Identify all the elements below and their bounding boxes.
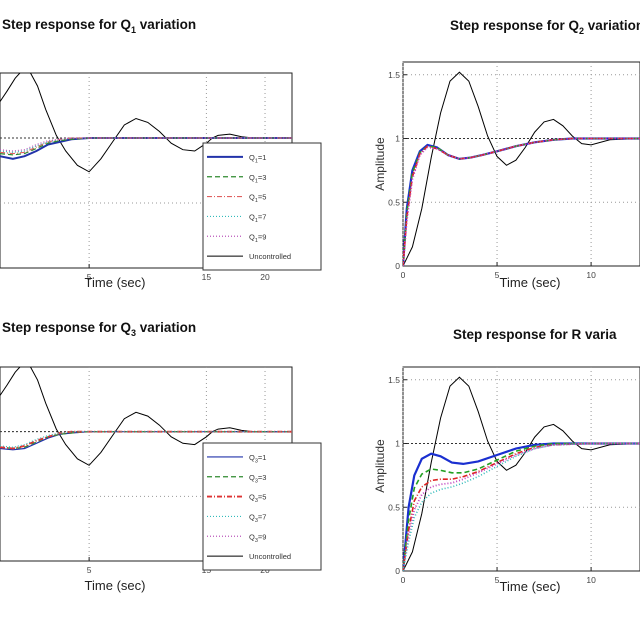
chart-title: Step response for Q3 variation (2, 320, 196, 338)
chart-3: Step response for Q3 variation51520Time … (0, 320, 322, 593)
chart-2: Step response for Q2 variation 0 5 10 0 0.5 1 1… (373, 18, 640, 290)
y-tick-label: 1 (395, 439, 400, 449)
series-line-uncontrolled (0, 367, 292, 466)
legend-label-q3-3: Q3=3 (249, 473, 266, 485)
series-line-q3-7 (0, 431, 292, 448)
legend-label-q3-5: Q3=5 (249, 493, 266, 505)
chart-title: Step response for Q2 variation (450, 18, 640, 36)
y-tick-label: 1.5 (388, 70, 400, 80)
y-tick-label: 0 (395, 261, 400, 271)
x-tick-label: 5 (495, 575, 500, 585)
x-tick-label: 15 (202, 272, 212, 282)
x-tick-label: 0 (401, 270, 406, 280)
y-tick-label: 1.5 (388, 375, 400, 385)
x-axis-label: Time (sec) (85, 578, 146, 593)
series-line-uncontrolled (0, 73, 292, 173)
plot-area (402, 61, 640, 267)
chart-4: Step response for R varia 0 5 10 0 0.5 1 1.5 Tim… (373, 327, 640, 594)
x-axis-label: Time (sec) (85, 275, 146, 290)
plot-area (402, 366, 640, 572)
legend-label-q1-3: Q1=3 (249, 173, 266, 185)
x-tick-label: 20 (260, 272, 270, 282)
y-tick-label: 0.5 (388, 502, 400, 512)
series-line-r-5 (403, 442, 640, 571)
legend-label-q1-9: Q1=9 (249, 232, 266, 244)
legend-label-q1-5: Q1=5 (249, 193, 266, 205)
series-line-q1-9 (0, 137, 292, 152)
legend-label-q1-1: Q1=1 (249, 153, 266, 165)
y-tick-label: 0 (395, 566, 400, 576)
legend-label-uncontrolled: Uncontrolled (249, 252, 291, 261)
legend-box (202, 142, 322, 271)
x-tick-label: 5 (87, 272, 92, 282)
series-line-q2-5 (403, 137, 640, 266)
legend: Q3=1 Q3=3 Q3=5 Q3=7 Q3=9 Uncontrolled (202, 442, 322, 571)
series-line-r-2 (403, 442, 640, 571)
x-tick-label: 10 (586, 270, 596, 280)
chart-title: Step response for R varia (453, 327, 617, 342)
x-tick-label: 5 (87, 565, 92, 575)
x-axis-label: Time (sec) (500, 275, 561, 290)
legend-box (202, 442, 322, 571)
legend-label-q1-7: Q1=7 (249, 212, 266, 224)
x-tick-label: 5 (495, 270, 500, 280)
legend: Q1=1 Q1=3 Q1=5 Q1=7 Q1=9 Uncontrolled (202, 142, 322, 271)
y-tick-label: 1 (395, 134, 400, 144)
y-axis-label: Amplitude (373, 137, 387, 191)
y-axis-label: Amplitude (373, 439, 387, 493)
legend-label-q3-7: Q3=7 (249, 512, 266, 524)
chart-title: Step response for Q1 variation (2, 17, 196, 35)
legend-label-q3-9: Q3=9 (249, 532, 266, 544)
chart-1: Step response for Q1 variation 5 15 20 Time … (0, 17, 322, 290)
legend-label-q3-1: Q3=1 (249, 453, 266, 465)
x-axis-label: Time (sec) (500, 579, 561, 594)
x-tick-label: 10 (586, 575, 596, 585)
y-tick-label: 0.5 (388, 197, 400, 207)
legend-label-uncontrolled: Uncontrolled (249, 552, 291, 561)
x-tick-label: 0 (401, 575, 406, 585)
